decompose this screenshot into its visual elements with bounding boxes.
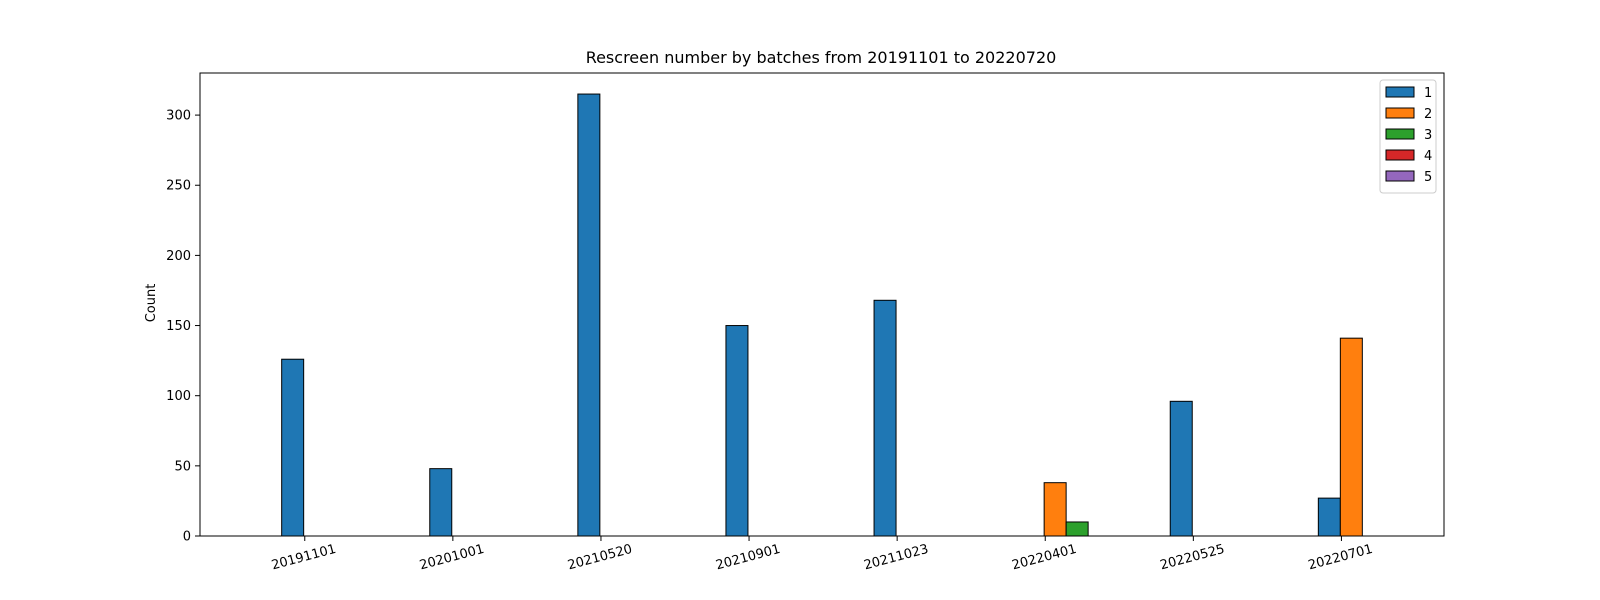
- x-axis-ticks: 20191101 20201001 20210520 20210901 20211023…: [270, 536, 1374, 573]
- legend: 1 2 3 4 5: [1379, 79, 1437, 194]
- bar-series-1-20210520: [577, 93, 601, 537]
- y-tick-label: 200: [166, 249, 191, 264]
- legend-swatch-2: [1385, 107, 1415, 119]
- chart-title: Rescreen number by batches from 20191101…: [586, 48, 1057, 67]
- x-tick-label: 20211023: [862, 542, 930, 574]
- legend-swatch-5: [1385, 170, 1415, 182]
- bar-series-1-20191101: [281, 358, 305, 537]
- legend-label-3: 3: [1424, 128, 1432, 143]
- bars-group: [281, 93, 1363, 537]
- y-axis-ticks: 0 50 100 150 200 250 300: [166, 109, 200, 545]
- legend-label-2: 2: [1424, 107, 1432, 122]
- bar-series-2-20220401: [1043, 482, 1067, 537]
- x-tick-label: 20210520: [566, 542, 634, 574]
- bar-series-1-20211023: [873, 299, 897, 537]
- x-tick-label: 20220401: [1010, 542, 1078, 574]
- legend-swatch-1: [1385, 86, 1415, 98]
- bar-series-1-20210901: [725, 325, 749, 537]
- y-axis-label: Count: [144, 284, 159, 323]
- y-tick-label: 100: [166, 389, 191, 404]
- legend-label-5: 5: [1424, 170, 1432, 185]
- legend-swatch-3: [1385, 128, 1415, 140]
- legend-swatch-4: [1385, 149, 1415, 161]
- x-tick-label: 20220525: [1159, 542, 1227, 574]
- y-tick-label: 150: [166, 319, 191, 334]
- x-tick-label: 20220701: [1307, 542, 1375, 574]
- plot-frame: [199, 72, 1445, 537]
- bar-series-1-20201001: [429, 468, 453, 537]
- y-tick-label: 300: [166, 109, 191, 124]
- y-tick-label: 50: [174, 459, 191, 474]
- legend-label-1: 1: [1424, 86, 1432, 101]
- bar-series-1-20220701: [1317, 497, 1341, 537]
- y-tick-label: 0: [183, 530, 191, 545]
- bar-series-1-20220525: [1169, 400, 1193, 537]
- legend-label-4: 4: [1424, 149, 1432, 164]
- x-tick-label: 20201001: [418, 542, 486, 574]
- bar-series-2-20220701: [1339, 337, 1363, 537]
- x-tick-label: 20191101: [270, 542, 338, 574]
- bar-series-3-20220401: [1065, 521, 1089, 537]
- y-tick-label: 250: [166, 179, 191, 194]
- x-tick-label: 20210901: [714, 542, 782, 574]
